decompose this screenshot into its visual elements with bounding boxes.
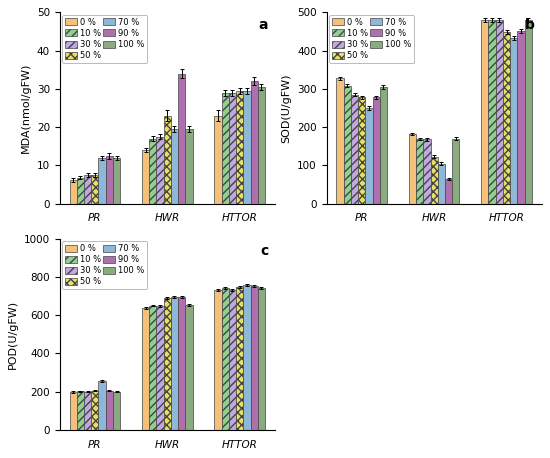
Bar [250,286,258,430]
Bar [337,78,344,204]
Bar [106,391,113,430]
Bar [214,116,222,204]
Bar [149,305,156,430]
Bar [142,150,149,204]
Bar [243,285,250,430]
Legend: 0 %, 10 %, 30 %, 50 %, 70 %, 90 %, 100 %, : 0 %, 10 %, 30 %, 50 %, 70 %, 90 %, 100 %… [62,241,147,289]
Bar [365,108,372,204]
Bar [156,137,164,204]
Bar [222,289,229,430]
Bar [445,179,452,204]
Bar [424,139,431,204]
Bar [149,139,156,204]
Bar [409,134,416,204]
Y-axis label: MDA(nmol/gFW): MDA(nmol/gFW) [21,63,31,153]
Bar [113,392,120,430]
Bar [452,139,459,204]
Legend: 0 %, 10 %, 30 %, 50 %, 70 %, 90 %, 100 %, : 0 %, 10 %, 30 %, 50 %, 70 %, 90 %, 100 %… [62,15,147,63]
Text: c: c [260,244,268,258]
Bar [510,38,518,204]
Bar [229,93,236,204]
Bar [214,290,222,430]
Bar [77,391,84,430]
Bar [236,287,243,430]
Bar [171,129,178,204]
Y-axis label: POD(U/gFW): POD(U/gFW) [8,300,18,369]
Bar [236,91,243,204]
Bar [185,305,192,430]
Bar [416,139,424,204]
Bar [258,87,265,204]
Bar [518,31,525,204]
Bar [91,391,98,430]
Bar [222,93,229,204]
Bar [481,20,488,204]
Bar [156,306,164,430]
Bar [380,87,387,204]
Bar [77,178,84,204]
Bar [113,158,120,204]
Bar [69,180,77,204]
Bar [84,392,91,430]
Bar [98,158,106,204]
Bar [372,97,380,204]
Legend: 0 %, 10 %, 30 %, 50 %, 70 %, 90 %, 100 %, : 0 %, 10 %, 30 %, 50 %, 70 %, 90 %, 100 %… [329,15,414,63]
Bar [164,298,171,430]
Bar [496,20,503,204]
Bar [171,297,178,430]
Bar [84,175,91,204]
Bar [91,175,98,204]
Bar [358,97,365,204]
Bar [503,32,510,204]
Y-axis label: SOD(U/gFW): SOD(U/gFW) [282,73,292,143]
Bar [229,289,236,430]
Bar [250,81,258,204]
Bar [164,116,171,204]
Bar [344,86,351,204]
Bar [178,74,185,204]
Bar [178,297,185,430]
Bar [438,164,445,204]
Text: b: b [525,18,535,32]
Bar [106,156,113,204]
Bar [351,95,358,204]
Bar [98,381,106,430]
Bar [258,289,265,430]
Bar [525,20,532,204]
Bar [185,129,192,204]
Bar [69,392,77,430]
Text: a: a [259,18,268,32]
Bar [142,308,149,430]
Bar [243,91,250,204]
Bar [431,157,438,204]
Bar [488,20,496,204]
